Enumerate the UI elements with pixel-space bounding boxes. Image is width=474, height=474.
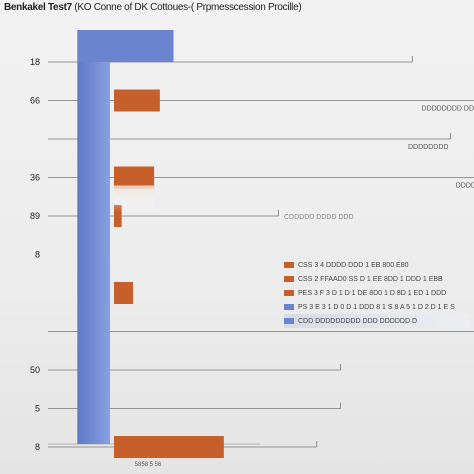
legend-swatch [284,318,294,324]
bar-orange [114,205,122,227]
bar-blue-column [78,30,110,444]
legend-header: CDDDDD DDDD DDD [284,214,354,221]
y-tick-label: 8 [35,250,40,260]
y-tick-label: 66 [30,96,40,106]
y-tick-label: 36 [30,173,40,183]
chart-title-rest: (KO Conne of DK Cottoues-( Prpmesscessio… [74,2,302,13]
legend-entry: PES 3 F 3 D 1 D 1 DE 8D0 1 D 8D 1 ED 1 D… [284,286,470,300]
legend-swatch [284,290,294,296]
y-tick-label: 50 [30,365,40,375]
legend-swatch [284,262,294,268]
chart-title-bold: Benkakel Test7 [4,2,72,13]
bar-orange [114,89,160,112]
legend-entry: CDD DDDDDDDDD DDD DDDDDD D [284,314,470,328]
legend-label: PS 3 E 3 1 D 0 D 1 DDD 8 1 S 8 A 5 1 D 2… [298,303,455,311]
y-tick-label: 89 [30,211,40,221]
bar-orange [114,282,134,304]
reference-line-label: DDDDDDDD DDDD DD [422,106,474,113]
legend-swatch [284,304,294,310]
chart-title: Benkakel Test7 (KO Conne of DK Cottoues-… [4,2,302,13]
bar-orange [114,436,224,458]
legend-label: CSS 3 4 DDDD DDD 1 EB 800 E80 [298,261,409,269]
reference-line-label: DDDDDDDD [456,183,474,190]
legend-label: CDD DDDDDDDDD DDD DDDDDD D [298,317,417,325]
legend-entry: PS 3 E 3 1 D 0 D 1 DDD 8 1 S 8 A 5 1 D 2… [284,300,470,314]
bar-blue [78,30,174,62]
bar-shadow [114,185,155,212]
legend-entry: CSS 3 4 DDDD DDD 1 EB 800 E80 [284,258,470,272]
legend-entry: CSS 2 FFAAD0 SS D 1 EE 8DD 1 DDD 1 EBB [284,272,470,286]
y-tick-label: 5 [35,404,40,414]
legend-label: PES 3 F 3 D 1 D 1 DE 8D0 1 D 8D 1 ED 1 D… [298,289,447,297]
bars [78,30,224,458]
y-tick-label: 8 [35,442,40,452]
y-tick-label: 18 [30,57,40,67]
x-tick-label: 5858 5 56 [135,462,162,468]
legend-swatch [284,276,294,282]
tick-labels: DDDDDDDD DDDD DD DDDDDDDD DDDDDDDD 18 66 36 89… [30,57,474,468]
legend: CDDDDD DDDD DDD CSS 3 4 DDDD DDD 1 EB 80… [284,214,470,328]
legend-entries: CSS 3 4 DDDD DDD 1 EB 800 E80 CSS 2 FFAAD… [284,258,470,328]
reference-line-label: DDDDDDDD [408,144,448,151]
bar-orange [114,166,155,189]
legend-label: CSS 2 FFAAD0 SS D 1 EE 8DD 1 DDD 1 EBB [298,275,443,283]
